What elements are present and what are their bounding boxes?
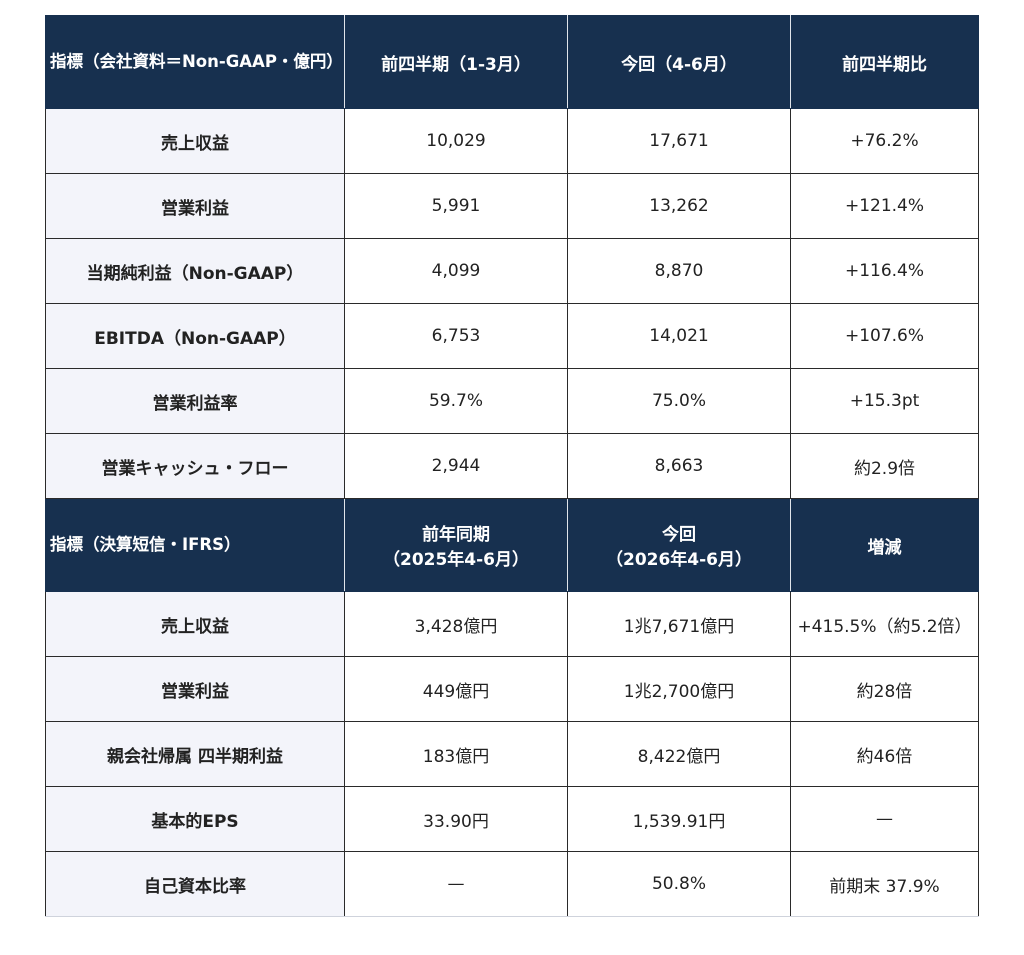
prev-value: 59.7% — [344, 368, 568, 434]
change-value: +76.2% — [790, 108, 979, 174]
prev-value: 10,029 — [344, 108, 568, 174]
current-value: 17,671 — [567, 108, 791, 174]
current-value: 1兆2,700億円 — [567, 656, 791, 722]
prev-value: 4,099 — [344, 238, 568, 304]
table-row: EBITDA（Non-GAAP） 6,753 14,021 +107.6% — [45, 303, 979, 369]
table1-header-current: 今回（4-6月） — [567, 15, 791, 109]
current-value: 8,870 — [567, 238, 791, 304]
table1-header-row: 指標（会社資料＝Non-GAAP・億円） 前四半期（1-3月） 今回（4-6月）… — [45, 15, 979, 109]
row-label: 営業利益 — [45, 656, 345, 722]
change-value: +15.3pt — [790, 368, 979, 434]
table-row: 営業キャッシュ・フロー 2,944 8,663 約2.9倍 — [45, 433, 979, 499]
row-label: 当期純利益（Non-GAAP） — [45, 238, 345, 304]
table2-header-metric: 指標（決算短信・IFRS） — [45, 498, 345, 592]
current-value: 14,021 — [567, 303, 791, 369]
change-value: — — [790, 786, 979, 852]
change-value: 約28倍 — [790, 656, 979, 722]
table2-header-row: 指標（決算短信・IFRS） 前年同期 （2025年4-6月） 今回 （2026年4-6月… — [45, 498, 979, 592]
table-row: 親会社帰属 四半期利益 183億円 8,422億円 約46倍 — [45, 721, 979, 787]
table2-header-prior-year-line2: （2025年4-6月） — [382, 550, 530, 570]
change-value: +116.4% — [790, 238, 979, 304]
table2-header-prior-year: 前年同期 （2025年4-6月） — [344, 498, 568, 592]
table-body: 指標（会社資料＝Non-GAAP・億円） 前四半期（1-3月） 今回（4-6月）… — [45, 15, 979, 917]
row-label: 基本的EPS — [45, 786, 345, 852]
current-value: 50.8% — [567, 851, 791, 917]
change-value: 約2.9倍 — [790, 433, 979, 499]
table-row: 売上収益 3,428億円 1兆7,671億円 +415.5%（約5.2倍） — [45, 591, 979, 657]
current-value: 1,539.91円 — [567, 786, 791, 852]
change-value: +121.4% — [790, 173, 979, 239]
table1-header-prev-quarter: 前四半期（1-3月） — [344, 15, 568, 109]
financial-comparison-table: 指標（会社資料＝Non-GAAP・億円） 前四半期（1-3月） 今回（4-6月）… — [45, 15, 979, 917]
table-row: 営業利益率 59.7% 75.0% +15.3pt — [45, 368, 979, 434]
table-row: 当期純利益（Non-GAAP） 4,099 8,870 +116.4% — [45, 238, 979, 304]
table-row: 自己資本比率 —50.8% 前期末 37.9% — [45, 851, 979, 917]
prev-value: 33.90円 — [344, 786, 568, 852]
change-value: +415.5%（約5.2倍） — [790, 591, 979, 657]
change-value: 約46倍 — [790, 721, 979, 787]
row-label: EBITDA（Non-GAAP） — [45, 303, 345, 369]
change-value: +107.6% — [790, 303, 979, 369]
row-label: 売上収益 — [45, 591, 345, 657]
table1-header-qoq: 前四半期比 — [790, 15, 979, 109]
current-value: 75.0% — [567, 368, 791, 434]
row-label: 親会社帰属 四半期利益 — [45, 721, 345, 787]
prev-value: 183億円 — [344, 721, 568, 787]
current-value: 1兆7,671億円 — [567, 591, 791, 657]
table-row: 営業利益 5,991 13,262 +121.4% — [45, 173, 979, 239]
prev-value: 3,428億円 — [344, 591, 568, 657]
table1-header-metric: 指標（会社資料＝Non-GAAP・億円） — [45, 15, 345, 109]
prev-value: 6,753 — [344, 303, 568, 369]
prev-value: 5,991 — [344, 173, 568, 239]
current-value: 8,422億円 — [567, 721, 791, 787]
row-label: 売上収益 — [45, 108, 345, 174]
current-value: 13,262 — [567, 173, 791, 239]
table-row: 基本的EPS 33.90円 1,539.91円 — — [45, 786, 979, 852]
change-value: 前期末 37.9% — [790, 851, 979, 917]
prev-value: 2,944 — [344, 433, 568, 499]
row-label: 営業利益率 — [45, 368, 345, 434]
table2-header-current-line2: （2026年4-6月） — [605, 550, 753, 570]
table2-header-change: 増減 — [790, 498, 979, 592]
table2-header-current-line1: 今回 — [662, 525, 696, 545]
table2-header-current: 今回 （2026年4-6月） — [567, 498, 791, 592]
table-row: 営業利益 449億円 1兆2,700億円 約28倍 — [45, 656, 979, 722]
row-label: 自己資本比率 — [45, 851, 345, 917]
row-label: 営業キャッシュ・フロー — [45, 433, 345, 499]
prev-value: 449億円 — [344, 656, 568, 722]
row-label: 営業利益 — [45, 173, 345, 239]
current-value: 8,663 — [567, 433, 791, 499]
table2-header-prior-year-line1: 前年同期 — [422, 525, 490, 545]
prev-value: — — [344, 851, 568, 917]
table-row: 売上収益 10,029 17,671 +76.2% — [45, 108, 979, 174]
